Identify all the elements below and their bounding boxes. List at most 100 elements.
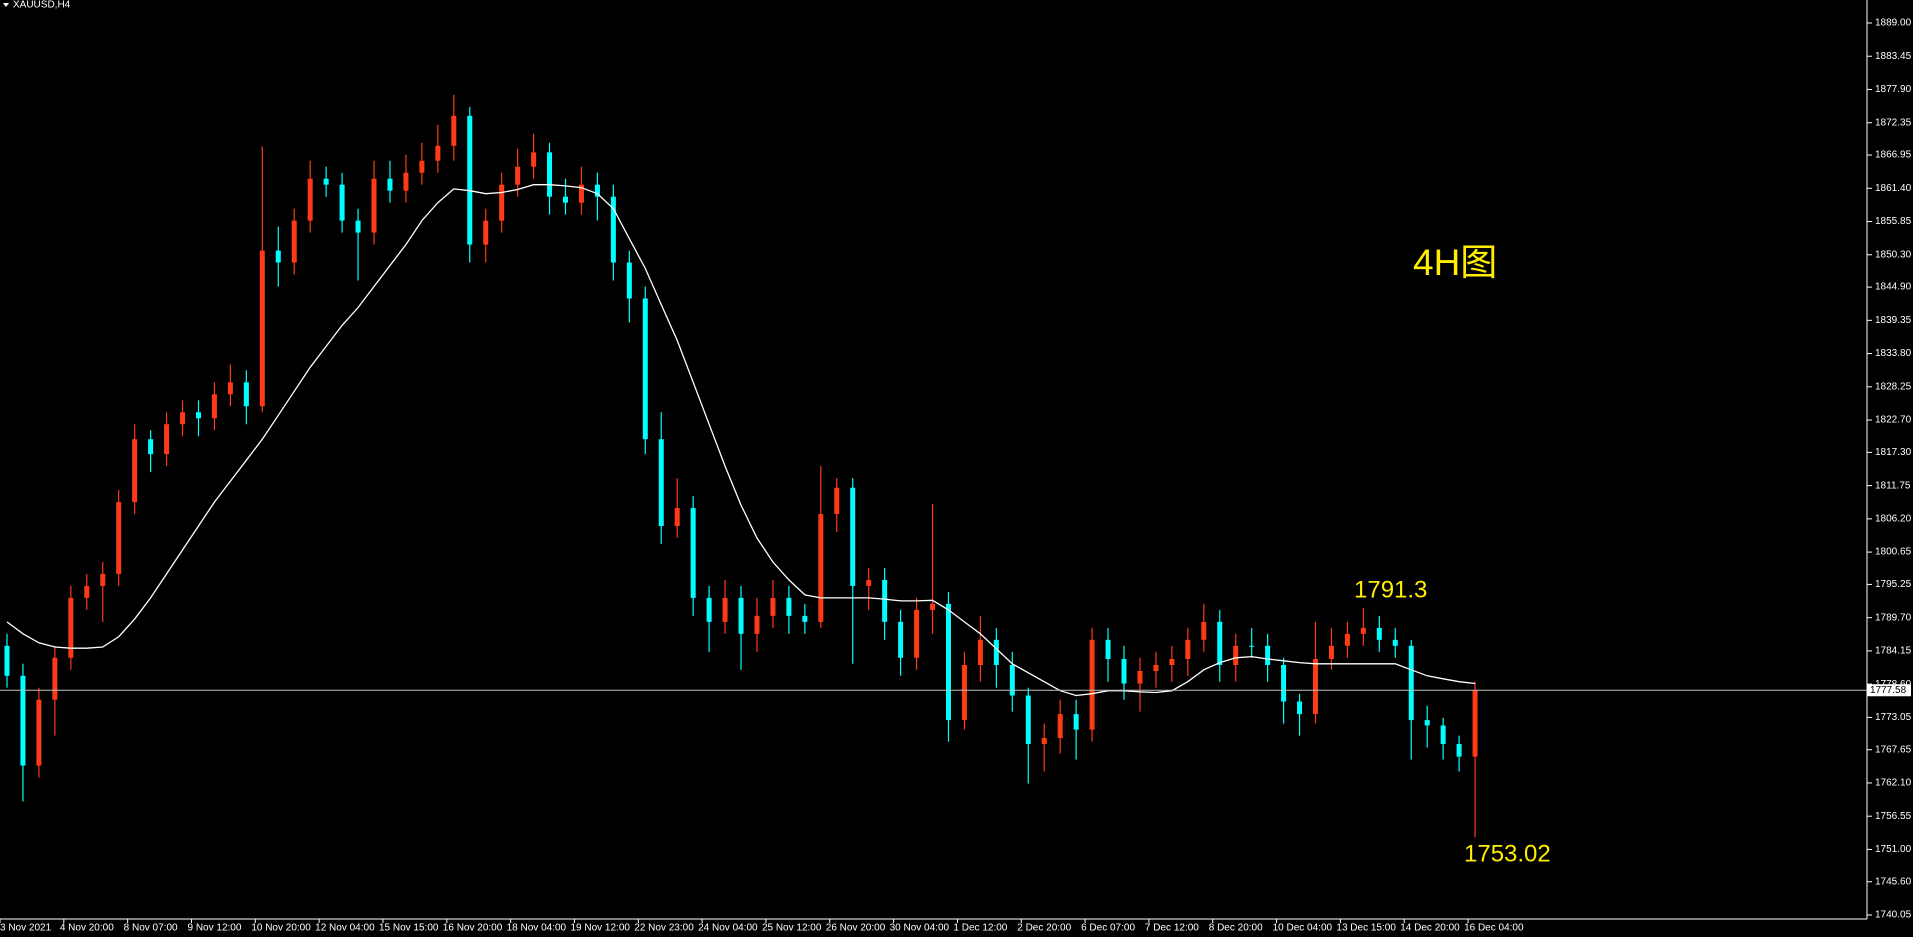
candle-body [786,597,792,616]
y-tick-label: 1751.00 [1875,844,1912,855]
x-tick-label: 26 Nov 20:00 [826,923,886,934]
y-tick-label: 1817.30 [1875,447,1912,458]
candle-body [977,639,983,665]
candle-body [180,412,186,425]
y-tick-label: 1740.05 [1875,910,1912,921]
candle-body [1408,645,1414,721]
x-tick-label: 18 Nov 04:00 [507,923,567,934]
candle-body [1328,645,1334,659]
candle-body [100,573,106,586]
candle-body [610,196,616,263]
candle-body [1105,639,1111,659]
x-tick-label: 16 Dec 04:00 [1464,923,1524,934]
candle-body [419,160,425,173]
y-tick-label: 1861.40 [1875,183,1912,194]
title-icon [3,3,9,7]
candle-body [818,514,824,622]
y-tick-label: 1877.90 [1875,84,1912,95]
y-tick-label: 1767.65 [1875,744,1912,755]
candle-body [1440,725,1446,745]
candle-body [706,597,712,622]
candle-body [674,508,680,527]
x-tick-label: 9 Nov 12:00 [187,923,241,934]
y-tick-label: 1800.65 [1875,547,1912,558]
candle-body [770,597,776,616]
candle-body [1217,621,1223,665]
candle-body [148,439,154,455]
candle-body [930,603,936,610]
x-tick-label: 2 Dec 20:00 [1017,923,1071,934]
candle-body [4,645,10,676]
x-tick-label: 15 Nov 15:00 [379,923,439,934]
candle-body [1265,645,1271,665]
candle-body [1025,695,1031,745]
candle-body [1344,633,1350,646]
last-price-box [1867,684,1911,697]
x-tick-label: 30 Nov 04:00 [890,923,950,934]
annotation: 4H图 [1413,242,1497,283]
x-tick-label: 6 Dec 07:00 [1081,923,1135,934]
x-tick-label: 13 Dec 15:00 [1336,923,1396,934]
candle-body [1201,621,1207,640]
x-tick-label: 14 Dec 20:00 [1400,923,1460,934]
y-tick-label: 1866.95 [1875,150,1912,161]
y-tick-label: 1839.35 [1875,315,1912,326]
x-tick-label: 8 Nov 07:00 [124,923,178,934]
candle-body [993,639,999,665]
y-tick-label: 1745.60 [1875,876,1912,887]
candle-body [227,382,233,395]
candle-body [563,196,569,203]
candle-body [435,145,441,161]
y-tick-label: 1855.85 [1875,216,1912,227]
candle-body [36,699,42,766]
y-tick-label: 1784.15 [1875,646,1912,657]
y-tick-label: 1844.90 [1875,282,1912,293]
y-tick-label: 1828.25 [1875,381,1912,392]
x-tick-label: 3 Nov 2021 [0,923,52,934]
candle-body [1121,658,1127,684]
candle-body [1057,714,1063,739]
y-tick-label: 1822.70 [1875,415,1912,426]
candle-body [658,439,664,527]
candle-body [642,298,648,440]
candle-body [690,508,696,598]
candle-body [1153,664,1159,671]
candle-body [323,178,329,185]
candle-body [68,597,74,658]
moving-average [6,184,1476,697]
candle-body [866,579,872,586]
candle-body [451,115,457,146]
y-tick-label: 1756.55 [1875,811,1912,822]
candle-body [802,615,808,622]
y-tick-label: 1806.20 [1875,513,1912,524]
candle-body [243,382,249,407]
x-tick-label: 12 Nov 04:00 [315,923,375,934]
chart-title: XAUUSD,H4 [13,0,71,11]
candle-body [275,250,281,263]
candle-body [1297,701,1303,715]
candle-body [1249,645,1255,647]
candle-body [961,664,967,721]
candle-body [195,412,201,419]
candle-body [499,184,505,221]
y-tick-label: 1883.45 [1875,51,1912,62]
x-tick-label: 10 Dec 04:00 [1273,923,1333,934]
candle-body [84,585,90,598]
candle-body [164,424,170,455]
candle-body [898,621,904,658]
y-tick-label: 1872.35 [1875,117,1912,128]
candle-body [371,178,377,233]
candle-body [1137,670,1143,684]
x-tick-label: 24 Nov 04:00 [698,923,758,934]
candle-body [116,502,122,574]
candle-body [1009,664,1015,696]
candle-body [403,172,409,191]
candle-body [1456,744,1462,757]
candle-body [1376,627,1382,640]
last-price-label: 1777.58 [1870,685,1907,696]
candle-body [578,184,584,203]
candle-body [387,178,393,191]
candle-body [1185,639,1191,659]
